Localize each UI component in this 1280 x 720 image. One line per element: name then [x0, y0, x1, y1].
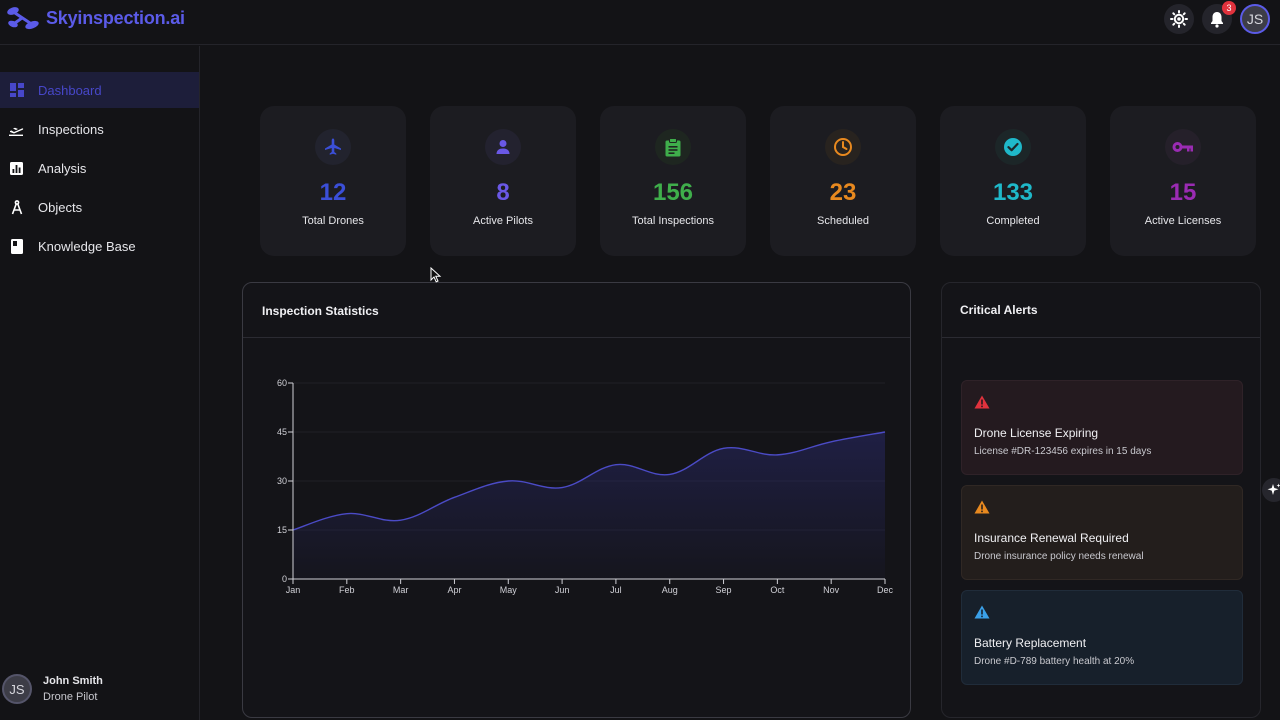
stat-value: 8	[496, 179, 510, 206]
critical-alerts-panel: Critical Alerts Drone License Expiring L…	[941, 282, 1261, 718]
sparkle-icon	[1267, 483, 1280, 495]
bell-icon	[1211, 11, 1223, 28]
alert-title: Insurance Renewal Required	[974, 531, 1129, 545]
warning-icon	[974, 500, 990, 514]
book-icon	[9, 238, 24, 254]
stat-value: 133	[992, 179, 1034, 206]
y-tick-label: 45	[277, 427, 287, 437]
warning-icon	[974, 395, 990, 409]
sidebar: Dashboard Inspections Analysis Objects K…	[0, 46, 200, 720]
stat-value: 156	[652, 179, 694, 206]
x-tick-label: Jan	[286, 585, 301, 595]
app-logo[interactable]: Skyinspection.ai	[6, 5, 185, 31]
panel-header: Critical Alerts	[942, 283, 1260, 338]
panel-header: Inspection Statistics	[243, 283, 910, 338]
alert-text: License #DR-123456 expires in 15 days	[974, 446, 1152, 457]
check-circle-icon	[995, 129, 1031, 165]
key-icon	[1165, 129, 1201, 165]
alert-title: Drone License Expiring	[974, 426, 1099, 440]
sidebar-item-analysis[interactable]: Analysis	[0, 150, 199, 186]
alert-text: Drone #D-789 battery health at 20%	[974, 656, 1135, 667]
x-tick-label: May	[500, 585, 518, 595]
stat-card-active-pilots[interactable]: 8 Active Pilots	[430, 106, 576, 256]
airplane-icon	[315, 129, 351, 165]
stat-card-total-inspections[interactable]: 156 Total Inspections	[600, 106, 746, 256]
top-bar: Skyinspection.ai 3 JS	[0, 0, 1280, 45]
theme-toggle-button[interactable]	[1164, 4, 1194, 34]
x-tick-label: Mar	[393, 585, 409, 595]
y-tick-label: 15	[277, 525, 287, 535]
sidebar-item-label: Objects	[38, 199, 83, 215]
clock-icon	[825, 129, 861, 165]
x-tick-label: Nov	[823, 585, 840, 595]
warning-icon	[974, 605, 990, 619]
stat-value: 23	[829, 179, 857, 206]
sidebar-item-knowledge-base[interactable]: Knowledge Base	[0, 228, 199, 264]
sidebar-item-objects[interactable]: Objects	[0, 189, 199, 225]
x-tick-label: Aug	[662, 585, 678, 595]
drone-logo-icon	[7, 7, 39, 30]
alert-card-license[interactable]: Drone License Expiring License #DR-12345…	[961, 380, 1243, 475]
stat-label: Total Inspections	[632, 215, 714, 227]
notification-badge: 3	[1222, 1, 1236, 15]
sidebar-nav: Dashboard Inspections Analysis Objects K…	[0, 72, 199, 267]
stat-label: Completed	[986, 215, 1040, 227]
clipboard-icon	[655, 129, 691, 165]
stats-row: 12 Total Drones 8 Active Pilots 156 Tota…	[260, 106, 1256, 256]
stat-card-completed[interactable]: 133 Completed	[940, 106, 1086, 256]
profile-avatar: JS	[2, 674, 32, 704]
stat-value: 12	[319, 179, 347, 206]
sidebar-item-dashboard[interactable]: Dashboard	[0, 72, 199, 108]
sidebar-item-inspections[interactable]: Inspections	[0, 111, 199, 147]
plane-takeoff-icon	[9, 122, 24, 137]
sidebar-item-label: Inspections	[38, 121, 104, 137]
user-avatar[interactable]: JS	[1240, 4, 1270, 34]
panel-title: Critical Alerts	[960, 303, 1038, 317]
sidebar-item-label: Dashboard	[38, 82, 102, 98]
alert-title: Battery Replacement	[974, 636, 1087, 650]
profile-role: Drone Pilot	[43, 691, 98, 703]
stat-label: Active Pilots	[473, 215, 533, 227]
alert-text: Drone insurance policy needs renewal	[974, 551, 1144, 562]
inspection-statistics-panel: Inspection Statistics 0 15 30 45 60 Jan Feb Mar…	[242, 282, 911, 718]
dashboard-icon	[9, 83, 24, 98]
stat-value: 15	[1169, 179, 1197, 206]
x-tick-label: Apr	[447, 585, 461, 595]
brightness-icon	[1170, 10, 1188, 28]
user-profile[interactable]: JS John Smith Drone Pilot	[2, 674, 103, 704]
inspection-chart: 0 15 30 45 60 Jan Feb Mar Apr May Jun Jul Aug Sep Oct N…	[277, 378, 894, 595]
panel-title: Inspection Statistics	[262, 304, 379, 318]
x-tick-label: Oct	[770, 585, 785, 595]
y-tick-label: 30	[277, 476, 287, 486]
stat-card-scheduled[interactable]: 23 Scheduled	[770, 106, 916, 256]
x-tick-label: Sep	[716, 585, 732, 595]
alert-card-insurance[interactable]: Insurance Renewal Required Drone insuran…	[961, 485, 1243, 580]
notifications-button[interactable]: 3	[1202, 1, 1236, 34]
profile-name: John Smith	[43, 675, 103, 687]
x-tick-label: Feb	[339, 585, 355, 595]
y-tick-label: 0	[282, 574, 287, 584]
sidebar-item-label: Knowledge Base	[38, 238, 136, 254]
series-line	[292, 431, 886, 531]
x-tick-label: Dec	[877, 585, 894, 595]
series-area	[293, 432, 885, 579]
chart-icon	[9, 161, 24, 176]
compass-icon	[9, 199, 24, 215]
stat-label: Total Drones	[302, 215, 364, 227]
stat-label: Scheduled	[817, 215, 869, 227]
stat-label: Active Licenses	[1144, 215, 1222, 227]
y-tick-label: 60	[277, 378, 287, 388]
stat-card-active-licenses[interactable]: 15 Active Licenses	[1110, 106, 1256, 256]
alert-card-battery[interactable]: Battery Replacement Drone #D-789 battery…	[961, 590, 1243, 685]
app-name: Skyinspection.ai	[46, 7, 185, 28]
x-tick-label: Jul	[610, 585, 622, 595]
stat-card-total-drones[interactable]: 12 Total Drones	[260, 106, 406, 256]
assistant-button[interactable]	[1262, 478, 1280, 502]
x-tick-label: Jun	[555, 585, 570, 595]
mouse-cursor-icon	[430, 267, 442, 283]
sidebar-item-label: Analysis	[38, 160, 87, 176]
person-icon	[485, 129, 521, 165]
